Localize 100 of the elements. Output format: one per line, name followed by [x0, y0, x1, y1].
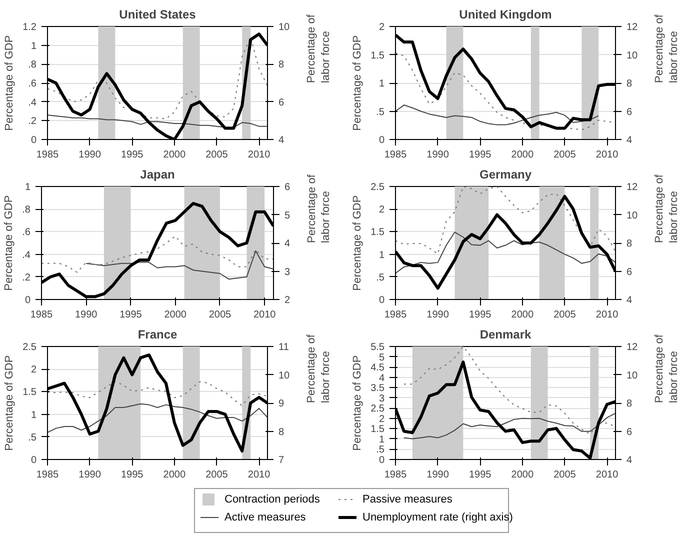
x-tick-label: 2010 [248, 150, 271, 160]
x-tick-label: 2005 [206, 470, 228, 480]
y-tick-label: 2 [378, 204, 385, 216]
y-tick-label: .5 [376, 272, 385, 284]
x-tick-label: 1985 [384, 150, 408, 160]
y-tick-label: 5 [378, 352, 385, 364]
y-tick-label: 1.2 [22, 22, 37, 33]
y-tick-label: .2 [28, 116, 37, 128]
y-tick-label: 0 [30, 455, 37, 466]
x-tick-label: 1990 [426, 150, 450, 160]
legend-label: Active measures [224, 512, 306, 524]
y2-tick-label: 12 [626, 342, 638, 353]
x-tick-label: 1995 [120, 150, 144, 160]
x-tick-label: 2005 [208, 310, 232, 320]
y2-tick-label: 5 [284, 210, 290, 222]
x-tick-label: 1995 [120, 470, 144, 480]
y2-tick-label: 4 [626, 455, 632, 466]
x-tick-label: 2000 [164, 310, 187, 320]
y-tick-label: 1.5 [370, 424, 385, 436]
x-tick-label: 2010 [248, 470, 271, 480]
y-tick-label: 0 [30, 135, 37, 146]
y2-tick-label: 6 [626, 426, 632, 438]
x-tick-label: 2005 [554, 150, 576, 160]
chart-title: United States [119, 8, 196, 22]
x-tick-label: 2010 [596, 310, 619, 320]
y-tick-label: .5 [376, 106, 385, 118]
y-tick-label: 2.5 [370, 182, 385, 193]
x-tick-label: 2000 [511, 310, 534, 320]
y2-tick-label: 11 [278, 342, 290, 353]
y-axis-title: Percentage of GDP [352, 35, 364, 131]
y2-axis-title: Percentage of labor force [653, 334, 680, 403]
legend-label: Contraction periods [224, 494, 320, 506]
y2-axis-title: Percentage of labor force [306, 174, 332, 243]
y2-tick-label: 12 [626, 182, 638, 193]
y-tick-label: 1 [30, 410, 37, 421]
x-tick-label: 1985 [30, 310, 54, 320]
x-tick-label: 2010 [596, 150, 619, 160]
line-series [48, 114, 268, 128]
y2-tick-label: 4 [626, 135, 632, 146]
x-tick-label: 2000 [511, 150, 534, 160]
x-tick-label: 1985 [384, 470, 408, 480]
y2-tick-label: 6 [626, 266, 632, 278]
y2-tick-label: 3 [284, 266, 290, 278]
x-tick-label: 2005 [554, 470, 576, 480]
y2-tick-label: 8 [278, 426, 284, 438]
x-tick-label: 1990 [78, 150, 102, 160]
y2-axis-title: Percentage of labor force [305, 334, 332, 403]
line-series [396, 186, 616, 254]
y-tick-label: .5 [376, 444, 385, 456]
x-tick-label: 2000 [511, 470, 534, 480]
line-series [48, 380, 268, 406]
y-tick-label: 0 [24, 295, 31, 306]
line-series [403, 346, 616, 435]
y2-tick-label: 6 [278, 97, 284, 108]
y-axis-title: Percentage of GDP [352, 355, 364, 451]
y-tick-label: .6 [28, 78, 37, 90]
y2-tick-label: 7 [278, 455, 284, 466]
y2-axis-title: Percentage of labor force [653, 14, 680, 83]
y-tick-label: 3 [378, 393, 385, 404]
y2-tick-label: 10 [278, 22, 290, 33]
legend-label: Unemployment rate (right axis) [362, 512, 513, 524]
y2-tick-label: 12 [626, 22, 638, 33]
y2-tick-label: 4 [284, 238, 290, 250]
y2-tick-label: 9 [278, 398, 284, 410]
x-tick-label: 1995 [468, 310, 492, 320]
legend-label: Passive measures [362, 494, 453, 506]
y2-tick-label: 10 [278, 370, 290, 382]
y-tick-label: .4 [28, 97, 37, 108]
x-tick-label: 1990 [426, 470, 450, 480]
y2-tick-label: 6 [284, 182, 290, 193]
y-axis-title: Percentage of GDP [352, 195, 364, 291]
y2-axis-title: Percentage of labor force [653, 174, 680, 243]
y-tick-label: 1.5 [22, 387, 37, 398]
y2-tick-label: 4 [626, 295, 632, 306]
y-tick-label: 4.5 [370, 362, 385, 374]
x-tick-label: 1990 [78, 470, 102, 480]
line-series [42, 236, 274, 273]
y-tick-label: 1.5 [370, 50, 385, 62]
y-tick-label: .5 [28, 432, 37, 444]
x-tick-label: 1995 [468, 150, 492, 160]
y2-tick-label: 10 [626, 210, 638, 222]
y-axis-title: Percentage of GDP [4, 355, 16, 451]
y-tick-label: 2 [378, 414, 385, 425]
x-tick-label: 1995 [120, 310, 142, 320]
chart-title: Germany [479, 168, 532, 182]
x-tick-label: 1985 [36, 470, 60, 480]
y-tick-label: 2 [30, 364, 37, 376]
y-tick-label: 3.5 [370, 383, 385, 394]
y2-axis-title: Percentage of labor force [305, 14, 332, 83]
x-tick-label: 1995 [468, 470, 492, 480]
y2-tick-label: 8 [278, 60, 284, 71]
line-series [396, 104, 600, 126]
y2-tick-label: 8 [626, 398, 632, 410]
y-tick-label: 4 [378, 372, 385, 384]
line-series [396, 232, 616, 274]
y-tick-label: 1 [378, 78, 385, 90]
y2-tick-label: 6 [626, 106, 632, 118]
y-tick-label: 2.5 [370, 404, 385, 415]
y2-tick-label: 10 [626, 370, 638, 382]
y-tick-label: 2 [378, 22, 385, 33]
